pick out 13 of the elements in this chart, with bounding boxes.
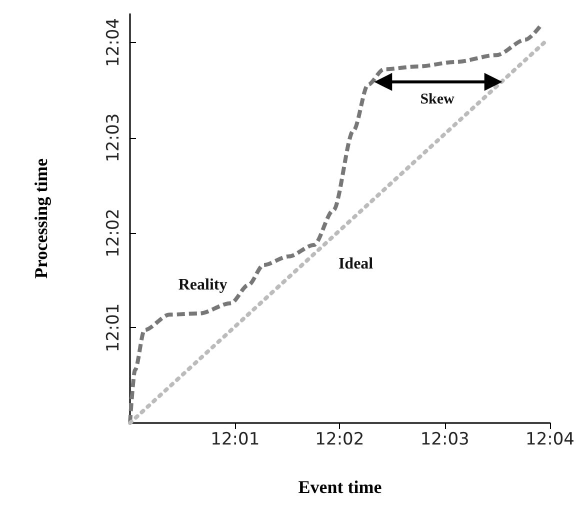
- x-tick-label: 12:02: [315, 430, 364, 450]
- y-tick-label: 12:02: [104, 208, 124, 258]
- x-tick-label: 12:04: [526, 430, 574, 450]
- annotation: Skew: [420, 91, 455, 108]
- y-axis-title: Processing time: [31, 158, 51, 279]
- series-label: Reality: [178, 276, 228, 294]
- y-tick-label: 12:04: [104, 18, 124, 68]
- series-label: Ideal: [338, 255, 374, 272]
- x-tick-label: 12:01: [210, 430, 260, 450]
- x-tick-label: 12:03: [420, 430, 470, 450]
- y-tick-label: 12:03: [104, 113, 124, 162]
- y-tick-label: 12:01: [104, 303, 124, 352]
- x-axis-title: Event time: [298, 477, 382, 497]
